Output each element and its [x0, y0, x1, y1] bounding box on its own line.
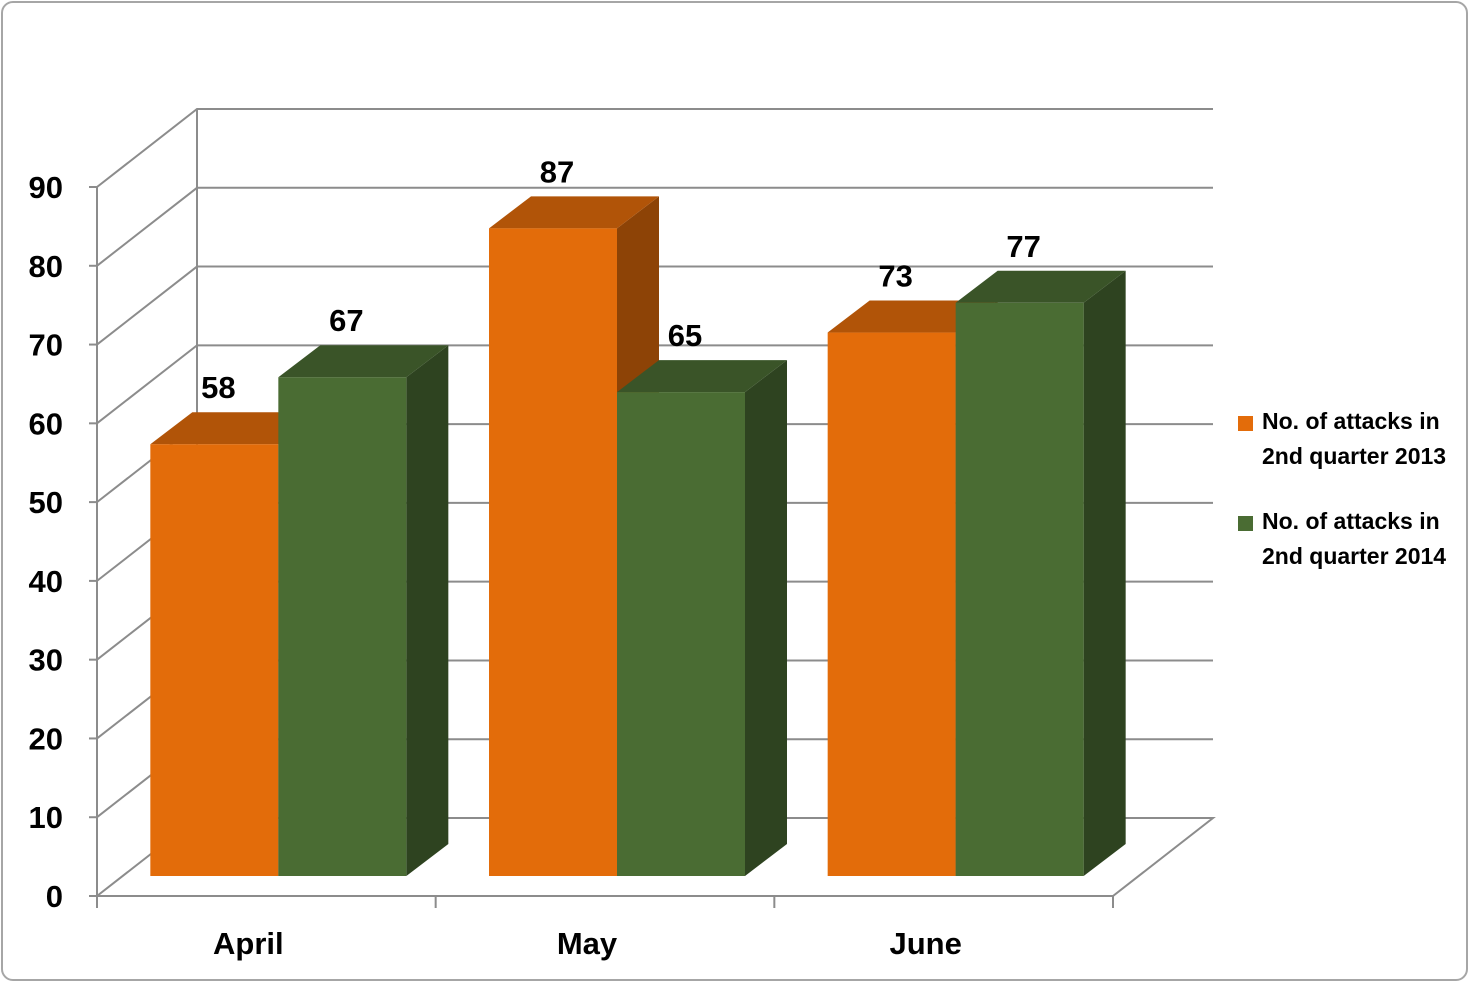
y-tick-label-50: 50: [29, 485, 63, 520]
bar-april-series-1: [278, 377, 407, 876]
data-label-june-1: 77: [1006, 229, 1040, 264]
bar-side-may-1: [745, 360, 787, 876]
y-tick-label-80: 80: [29, 249, 63, 284]
gridline-70: [96, 265, 1213, 346]
x-label-april: April: [213, 926, 284, 961]
legend-label-2014: No. of attacks in 2nd quarter 2014: [1262, 508, 1447, 569]
y-tick-label-0: 0: [46, 879, 63, 914]
bar-top-april-1: [278, 345, 449, 378]
legend-swatch-2014: [1238, 516, 1253, 531]
y-tick-label-10: 10: [29, 800, 63, 835]
bar-june-series-1: [955, 302, 1084, 876]
data-label-may-1: 65: [668, 318, 702, 353]
legend: No. of attacks in 2nd quarter 2013 No. o…: [1238, 404, 1458, 604]
legend-item-2014: No. of attacks in 2nd quarter 2014: [1238, 504, 1458, 574]
data-labels: 58 67 87 65 73 77: [201, 154, 1041, 405]
data-label-june-0: 73: [878, 259, 912, 294]
bars: [150, 196, 1126, 877]
legend-label-2013: No. of attacks in 2nd quarter 2013: [1262, 408, 1447, 469]
bar-top-may-1: [617, 360, 787, 393]
y-tick-label-60: 60: [29, 406, 63, 441]
bar-top-june-1: [955, 270, 1126, 303]
bar-side-april-1: [406, 345, 449, 876]
bar-may-series-1: [617, 392, 745, 876]
y-tick-label-30: 30: [29, 643, 63, 678]
bar-april-series-0: [150, 444, 279, 876]
x-label-june: June: [889, 926, 961, 961]
bar-june-series-0: [827, 332, 956, 876]
axes: [89, 186, 1114, 908]
y-tick-label-70: 70: [29, 328, 63, 363]
bar-top-june-0: [827, 300, 998, 333]
gridline-80: [96, 186, 1213, 267]
bar-top-april-0: [150, 412, 321, 445]
gridline-90: [96, 108, 1213, 188]
x-label-may: May: [557, 926, 618, 961]
y-tick-label-20: 20: [29, 721, 63, 756]
legend-swatch-2013: [1238, 416, 1253, 431]
data-label-may-0: 87: [540, 154, 574, 189]
data-label-april-0: 58: [201, 370, 235, 405]
x-axis-category-labels: April May June: [213, 926, 962, 961]
legend-item-2013: No. of attacks in 2nd quarter 2013: [1238, 404, 1458, 474]
bar-top-may-0: [489, 196, 659, 229]
bar-may-series-0: [489, 228, 617, 877]
y-axis-tick-labels: 0 10 20 30 40 50 60 70 80 90: [29, 170, 63, 914]
y-tick-label-90: 90: [29, 170, 63, 205]
bar-side-june-1: [1083, 270, 1126, 876]
data-label-april-1: 67: [329, 303, 363, 338]
y-tick-label-40: 40: [29, 564, 63, 599]
